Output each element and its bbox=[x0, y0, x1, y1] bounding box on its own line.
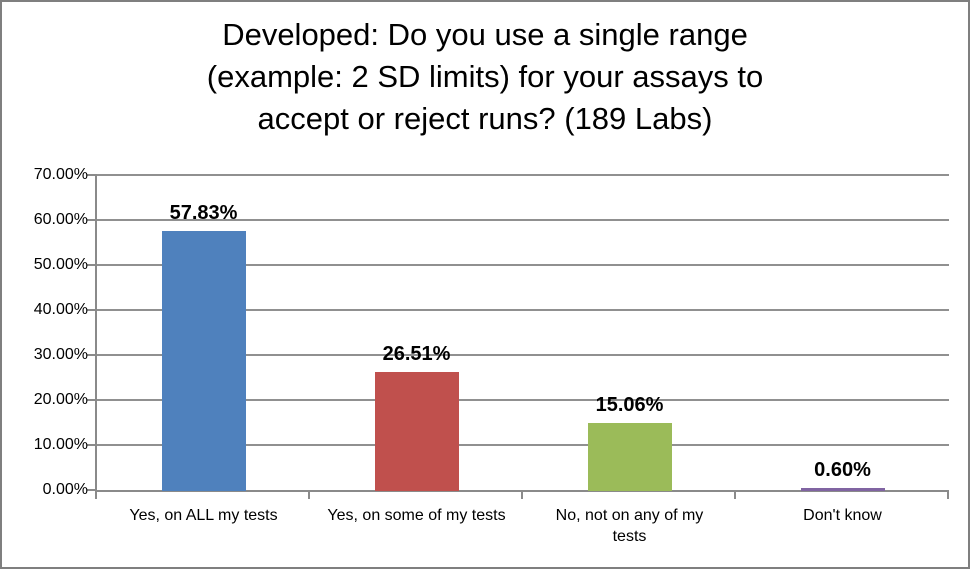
y-axis-line bbox=[95, 174, 97, 493]
chart-title-line: Developed: Do you use a single range bbox=[222, 17, 748, 52]
chart-title-line: (example: 2 SD limits) for your assays t… bbox=[206, 59, 764, 94]
y-axis-tick bbox=[87, 264, 96, 266]
x-axis-category-label: Yes, on ALL my tests bbox=[129, 507, 278, 524]
gridline bbox=[97, 309, 949, 311]
bar-value-label: 26.51% bbox=[382, 343, 451, 365]
y-axis-label: 40.00% bbox=[33, 301, 88, 318]
x-axis-category-label: Yes, on some of my tests bbox=[327, 507, 506, 524]
x-axis-line bbox=[95, 490, 949, 492]
y-axis-tick bbox=[87, 174, 96, 176]
y-axis-label: 20.00% bbox=[33, 391, 88, 408]
x-axis-tick bbox=[95, 492, 97, 499]
y-axis-tick bbox=[87, 444, 96, 446]
x-axis-category-label: No, not on any of my tests bbox=[555, 507, 704, 545]
y-axis-tick bbox=[87, 309, 96, 311]
gridline bbox=[97, 264, 949, 266]
x-axis-tick bbox=[947, 492, 949, 499]
gridline bbox=[97, 399, 949, 401]
gridline bbox=[97, 174, 949, 176]
y-axis-tick bbox=[87, 399, 96, 401]
y-axis-label: 70.00% bbox=[33, 166, 88, 183]
gridline bbox=[97, 444, 949, 446]
x-axis-category-label: Don't know bbox=[803, 507, 882, 524]
y-axis-tick bbox=[87, 219, 96, 221]
y-axis-tick bbox=[87, 354, 96, 356]
chart-title-line: accept or reject runs? (189 Labs) bbox=[257, 101, 713, 136]
y-axis-label: 10.00% bbox=[33, 436, 88, 453]
y-axis-label: 0.00% bbox=[42, 481, 88, 498]
x-axis-tick bbox=[521, 492, 523, 499]
bar bbox=[587, 423, 672, 491]
y-axis-label: 60.00% bbox=[33, 211, 88, 228]
bar bbox=[161, 231, 246, 491]
bar-value-label: 0.60% bbox=[814, 459, 871, 481]
y-axis-label: 50.00% bbox=[33, 256, 88, 273]
bar bbox=[800, 488, 885, 491]
x-axis-tick bbox=[308, 492, 310, 499]
gridline bbox=[97, 354, 949, 356]
chart-title: Developed: Do you use a single range (ex… bbox=[2, 14, 968, 140]
x-axis-tick bbox=[734, 492, 736, 499]
y-axis-label: 30.00% bbox=[33, 346, 88, 363]
bar bbox=[374, 372, 459, 491]
bar-value-label: 15.06% bbox=[595, 394, 664, 416]
bar-value-label: 57.83% bbox=[169, 202, 238, 224]
gridline bbox=[97, 219, 949, 221]
y-axis-tick bbox=[87, 489, 96, 491]
